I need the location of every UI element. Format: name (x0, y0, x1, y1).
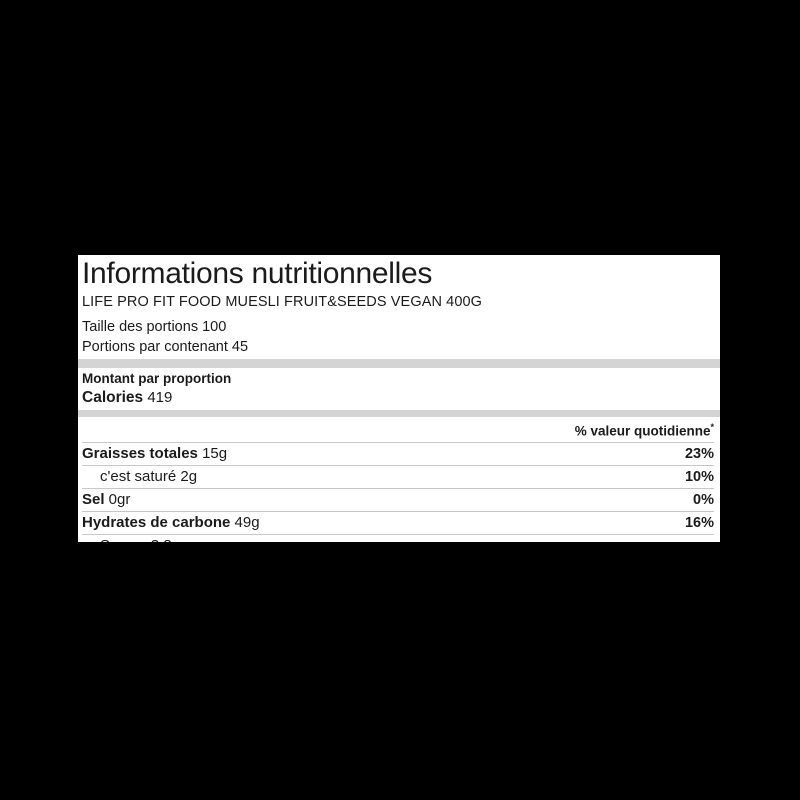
nutrient-row: c'est saturé 2g 10% (82, 464, 714, 488)
nutrient-daily-value: 0% (693, 491, 714, 508)
nutrient-name: Graisses totales (82, 444, 198, 462)
nutrient-name: c'est saturé (100, 467, 177, 485)
panel-header: Informations nutritionnelles LIFE PRO FI… (78, 255, 720, 357)
calories-row: Calories 419 (82, 388, 714, 410)
nutrient-name: Sucres (100, 537, 147, 543)
nutrient-row: Sel 0gr 0% (82, 487, 714, 511)
nutrient-daily-value: 23% (684, 445, 714, 462)
nutrient-label: Hydrates de carbone 49g (82, 513, 260, 532)
nutrient-amount: 0gr (104, 490, 131, 508)
nutrition-facts-panel: Informations nutritionnelles LIFE PRO FI… (78, 255, 720, 542)
nutrient-row: Hydrates de carbone 49g 16% (82, 510, 714, 534)
separator-bar-middle (78, 410, 720, 417)
nutrient-daily-value: 10% (684, 468, 714, 485)
amount-per-serving-label: Montant par proportion (82, 371, 232, 386)
nutrient-row: Sucres 3.8g (82, 533, 714, 543)
calories-value: 419 (147, 389, 173, 406)
nutrient-amount: 2g (176, 467, 198, 485)
daily-value-header-row: % valeur quotidienne* (78, 417, 720, 442)
page-title: Informations nutritionnelles (82, 257, 433, 290)
calories-section: Montant par proportion Calories 419 (78, 368, 720, 410)
nutrient-amount: 49g (230, 513, 260, 531)
nutrient-name: Hydrates de carbone (82, 513, 231, 531)
daily-value-header-text: % valeur quotidienne (574, 423, 711, 439)
nutrient-name: Sel (82, 490, 105, 508)
separator-bar-top (78, 359, 720, 368)
nutrient-row: Graisses totales 15g 23% (82, 441, 714, 465)
asterisk-icon: * (710, 422, 714, 432)
nutrient-label: Sel 0gr (82, 490, 130, 509)
serving-size: Taille des portions 100 (82, 319, 227, 335)
calories-label: Calories (82, 389, 144, 406)
nutrient-amount: 3.8g (147, 537, 180, 543)
product-name: LIFE PRO FIT FOOD MUESLI FRUIT&SEEDS VEG… (82, 294, 483, 310)
nutrient-daily-value: 16% (684, 514, 714, 531)
nutrient-rows: Graisses totales 15g 23% c'est saturé 2g 10… (78, 441, 720, 543)
daily-value-header: % valeur quotidienne* (82, 417, 714, 442)
nutrient-amount: 15g (197, 444, 228, 462)
nutrient-label: c'est saturé 2g (82, 467, 197, 486)
nutrient-label: Sucres 3.8g (82, 536, 180, 543)
servings-per-container: Portions par contenant 45 (82, 338, 249, 355)
nutrient-label: Graisses totales 15g (82, 444, 227, 463)
